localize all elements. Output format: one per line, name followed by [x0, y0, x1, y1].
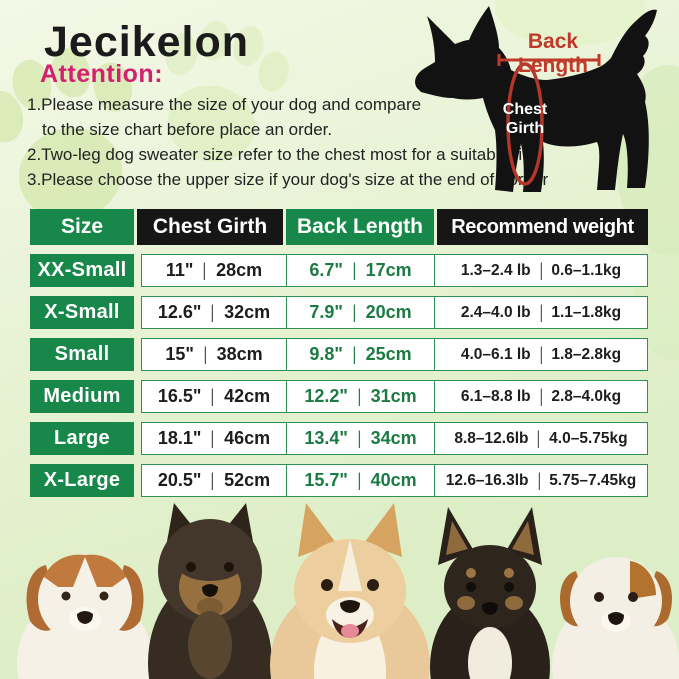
recommend-weight-value: 12.6–16.3lb | 5.75–7.45kg	[445, 470, 637, 490]
table-row-small: Small 15" | 38cm 9.8" | 25cm 4.0–6.1 lb | 1.8–…	[30, 338, 648, 371]
recommend-weight-value: 2.4–4.0 lb | 1.1–1.8kg	[460, 302, 622, 322]
header-chest-girth: Chest Girth	[137, 209, 283, 245]
table-row-large: Large 18.1" | 46cm 13.4" | 34cm 8.8–12.6lb | 4…	[30, 422, 648, 455]
recommend-weight-value: 1.3–2.4 lb | 0.6–1.1kg	[460, 260, 622, 280]
size-table-header: Size Chest Girth Back Length Recommend w…	[30, 209, 648, 245]
dog-golden-pomeranian	[270, 503, 430, 679]
recommend-weight-value: 8.8–12.6lb | 4.0–5.75kg	[454, 428, 628, 448]
table-row-xx-small: XX-Small 11" | 28cm 6.7" | 17cm 1.3–2.4 lb | 0…	[30, 254, 648, 287]
brand-title: Jecikelon	[44, 18, 249, 66]
back-length-value: 6.7" | 17cm	[286, 255, 435, 286]
recommend-weight-value: 4.0–6.1 lb | 1.8–2.8kg	[460, 344, 622, 364]
note-line-2: 2.Two-leg dog sweater size refer to the …	[27, 145, 532, 164]
dog-white-brown-jack-russell	[552, 557, 679, 679]
header-size: Size	[30, 209, 134, 245]
dog-brown-white-puppy	[17, 554, 153, 679]
table-row-x-small: X-Small 12.6" | 32cm 7.9" | 20cm 2.4–4.0 lb |…	[30, 296, 648, 329]
size-label: Large	[30, 422, 134, 455]
attention-heading: Attention:	[40, 60, 164, 88]
dog-yorkshire-terrier	[148, 503, 272, 679]
chest-girth-value: 18.1" | 46cm	[157, 428, 271, 448]
dog-black-tan-chihuahua	[430, 507, 550, 679]
attention-notes: 1.Please measure the size of your dog an…	[27, 92, 549, 192]
dogs-photo-strip	[17, 503, 679, 679]
back-length-value: 7.9" | 20cm	[286, 297, 435, 328]
size-label: X-Large	[30, 464, 134, 497]
recommend-weight-value: 6.1–8.8 lb | 2.8–4.0kg	[460, 386, 622, 406]
chest-girth-value: 16.5" | 42cm	[157, 386, 271, 406]
back-length-value: 13.4" | 34cm	[286, 423, 435, 454]
chest-girth-value: 15" | 38cm	[165, 344, 263, 364]
header-recommend-weight: Recommend weight	[437, 209, 648, 245]
back-length-value: 9.8" | 25cm	[286, 339, 435, 370]
chest-girth-value: 20.5" | 52cm	[157, 470, 271, 490]
size-label: Small	[30, 338, 134, 371]
chest-girth-label: Chest Girth	[502, 101, 548, 138]
back-length-measure-line	[497, 54, 601, 66]
chest-girth-ellipse	[506, 62, 544, 186]
size-label: X-Small	[30, 296, 134, 329]
chest-girth-value: 12.6" | 32cm	[157, 302, 271, 322]
table-row-x-large: X-Large 20.5" | 52cm 15.7" | 40cm 12.6–16.3l…	[30, 464, 648, 497]
dog-silhouette-illustration	[415, 6, 657, 192]
table-row-medium: Medium 16.5" | 42cm 12.2" | 31cm 6.1–8.8 lb |…	[30, 380, 648, 413]
back-length-value: 12.2" | 31cm	[286, 381, 435, 412]
note-line-3: 3.Please choose the upper size if your d…	[27, 170, 549, 189]
size-table: Size Chest Girth Back Length Recommend w…	[30, 209, 648, 497]
dog-measurement-diagram: Back Length Chest Girth	[405, 2, 677, 205]
chest-girth-value: 11" | 28cm	[165, 260, 263, 280]
size-label: Medium	[30, 380, 134, 413]
header-back-length: Back Length	[286, 209, 434, 245]
back-length-label: Back Length	[518, 30, 588, 77]
note-line-1b: to the size chart before place an order.	[42, 120, 333, 139]
back-length-value: 15.7" | 40cm	[286, 465, 435, 496]
size-label: XX-Small	[30, 254, 134, 287]
note-line-1: 1.Please measure the size of your dog an…	[27, 95, 422, 114]
